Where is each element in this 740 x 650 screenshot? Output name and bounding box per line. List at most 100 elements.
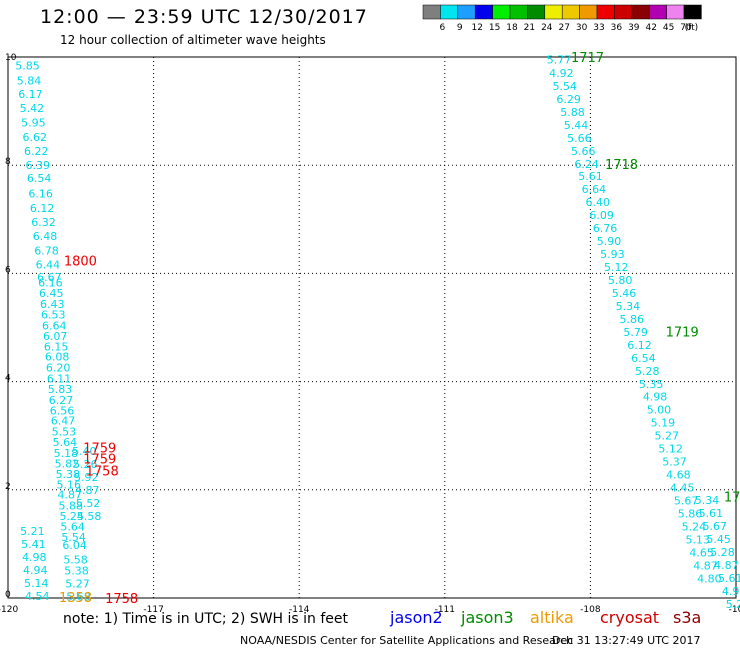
swh-value-jason3: 5.40 <box>72 445 97 458</box>
time-label: 1759 <box>83 452 116 467</box>
swh-value-jason2: 6.47 <box>51 415 76 428</box>
chart-title: 12:00 — 23:59 UTC 12/30/2017 <box>40 6 368 28</box>
swh-value-jason2: 5.68 <box>66 590 91 603</box>
swh-value-jason2: 6.04 <box>62 539 86 552</box>
satellite-jason3: jason3 <box>461 608 514 627</box>
time-label: 1719 <box>666 325 699 340</box>
legend-bin-label: 12 <box>471 23 482 33</box>
x-tick-label: -117 <box>143 605 163 615</box>
swh-value-altika: 4.98 <box>22 551 47 564</box>
swh-value-jason3: 5.92 <box>74 471 99 484</box>
swh-value-cryosat: 5.13 <box>686 534 711 547</box>
satellite-cryosat: cryosat <box>600 608 660 627</box>
time-label: 1718 <box>605 158 638 173</box>
time-label: 1717 <box>571 51 604 66</box>
swh-value-s3a: 5.34 <box>695 494 720 507</box>
swh-value-cryosat: 6.76 <box>593 222 618 235</box>
swh-value-jason2: 6.32 <box>31 216 55 229</box>
swh-value-jason2: 6.56 <box>50 404 74 417</box>
swh-value-cryosat: 6.09 <box>589 209 614 222</box>
swh-value-cryosat: 5.77 <box>547 54 572 67</box>
legend-swatch-30 <box>579 4 598 20</box>
swh-value-s3a: 5.24 <box>726 598 740 611</box>
swh-value-jason2: 6.54 <box>27 172 52 185</box>
time-label: 1758 <box>105 592 138 607</box>
legend-bin-label: 18 <box>506 23 518 33</box>
chart-subtitle: 12 hour collection of altimeter wave hei… <box>60 33 326 47</box>
y-tick-label: 6 <box>5 265 11 275</box>
swh-value-jason2: 6.16 <box>28 187 53 200</box>
swh-value-cryosat: 4.65 <box>689 547 714 560</box>
legend-bin-label: 39 <box>628 23 640 33</box>
swh-value-jason2: 6.78 <box>34 245 59 258</box>
satellite-s3a: s3a <box>673 608 702 627</box>
swh-value-jason3: 5.58 <box>77 510 102 523</box>
legend-bin-label: 30 <box>576 23 588 33</box>
footer-credit: NOAA/NESDIS Center for Satellite Applica… <box>240 634 574 647</box>
legend-bin-label: 21 <box>524 23 535 33</box>
swh-value-cryosat: 5.34 <box>616 300 641 313</box>
swh-value-jason2: 6.15 <box>44 340 69 353</box>
swh-value-jason2: 6.45 <box>39 287 64 300</box>
swh-value-altika: 5.41 <box>21 538 46 551</box>
swh-value-cryosat: 4.87 <box>693 560 718 573</box>
swh-value-cryosat: 6.64 <box>582 183 607 196</box>
legend-bin-label: 6 <box>440 23 446 33</box>
legend-bin-label: 15 <box>489 23 500 33</box>
footer-note: note: 1) Time is in UTC; 2) SWH is in fe… <box>63 611 349 627</box>
swh-value-jason2: 5.53 <box>52 425 77 438</box>
x-tick-label: -114 <box>289 605 310 615</box>
swh-value-jason2: 5.82 <box>55 457 79 470</box>
swh-value-cryosat: 5.79 <box>623 326 648 339</box>
swh-value-cryosat: 5.61 <box>578 170 603 183</box>
swh-value-jason2: 6.08 <box>45 351 69 364</box>
time-label: 1759 <box>83 442 116 457</box>
swh-value-s3a: 4.99 <box>722 585 740 598</box>
swh-value-cryosat: 5.46 <box>612 287 637 300</box>
y-tick-label: 10 <box>5 53 17 63</box>
satellite-jason2: jason2 <box>390 608 443 627</box>
legend-swatch-33 <box>596 4 615 20</box>
swh-value-s3a: 5.61 <box>718 572 740 585</box>
y-tick-label: 2 <box>5 482 11 492</box>
swh-value-cryosat: 5.54 <box>553 80 578 93</box>
x-tick-label: -10 <box>729 605 740 615</box>
swh-value-s3a: 4.87 <box>714 559 739 572</box>
swh-value-jason3: 4.87 <box>75 484 100 497</box>
swh-value-jason2: 5.64 <box>53 436 78 449</box>
swh-value-jason2: 6.22 <box>24 145 48 158</box>
swh-value-jason2: 6.64 <box>42 319 66 332</box>
swh-value-jason2: 5.38 <box>56 468 81 481</box>
legend-swatch-12 <box>474 4 493 20</box>
swh-value-cryosat: 5.19 <box>651 417 676 430</box>
swh-value-cryosat: 4.45 <box>670 482 695 495</box>
swh-value-jason2: 5.83 <box>48 383 73 396</box>
x-tick-label: -108 <box>580 605 601 615</box>
swh-value-jason2: 5.24 <box>59 510 83 523</box>
legend-swatch-6 <box>440 4 459 20</box>
legend-bin-label: 70 <box>680 23 692 33</box>
swh-value-cryosat: 5.88 <box>560 106 585 119</box>
swh-value-jason2: 5.95 <box>21 116 46 129</box>
swh-value-altika: 5.21 <box>20 525 44 538</box>
swh-value-jason2: 6.43 <box>40 298 64 311</box>
swh-value-jason2: 4.87 <box>58 489 82 502</box>
legend-swatch-45 <box>666 4 685 20</box>
swh-value-cryosat: 5.24 <box>682 521 707 534</box>
y-tick-label: 0 <box>5 590 11 600</box>
x-tick-label: -111 <box>435 605 455 615</box>
swh-value-jason3: 5.52 <box>76 497 101 510</box>
swh-value-cryosat: 5.12 <box>604 261 629 274</box>
swh-value-jason2: 6.17 <box>18 88 43 101</box>
legend-bin-label: 27 <box>558 23 569 33</box>
legend-swatch-39 <box>631 4 650 20</box>
swh-value-altika: 4.54 <box>25 590 49 603</box>
legend-bin-label: 9 <box>457 23 463 33</box>
swh-value-jason2: 5.16 <box>57 478 82 491</box>
swh-value-cryosat: 5.27 <box>654 430 679 443</box>
time-label: 1758 <box>86 464 119 479</box>
swh-value-altika: 4.94 <box>23 564 48 577</box>
swh-value-jason2: 5.18 <box>54 447 79 460</box>
swh-value-jason2: 5.58 <box>63 554 88 567</box>
